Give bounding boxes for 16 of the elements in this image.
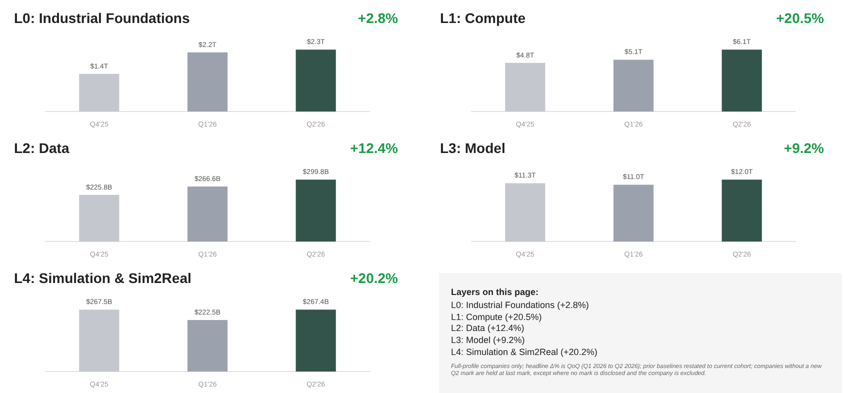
chart-title: L0: Industrial Foundations	[14, 10, 190, 26]
text: Layers on this page:	[451, 287, 540, 297]
text: L3: Model (+9.2%)	[451, 335, 526, 347]
text: L0: Industrial Foundations (+2.8%)	[451, 300, 590, 312]
chart-title: L1: Compute	[440, 10, 526, 26]
text: +20.5%	[776, 10, 824, 26]
chart-title: L4: Simulation & Sim2Real	[14, 270, 192, 286]
text: L1: Compute (+20.5%)	[451, 312, 543, 324]
text: L4: Simulation & Sim2Real (+20.2%)	[451, 346, 598, 358]
text: +2.8%	[358, 10, 398, 26]
chart-title: L2: Data	[14, 140, 70, 156]
text: +9.2%	[784, 140, 824, 156]
text: +20.2%	[350, 270, 398, 286]
text: +12.4%	[350, 140, 398, 156]
text: L2: Data (+12.4%)	[451, 323, 526, 336]
chart-title: L3: Model	[440, 140, 506, 156]
